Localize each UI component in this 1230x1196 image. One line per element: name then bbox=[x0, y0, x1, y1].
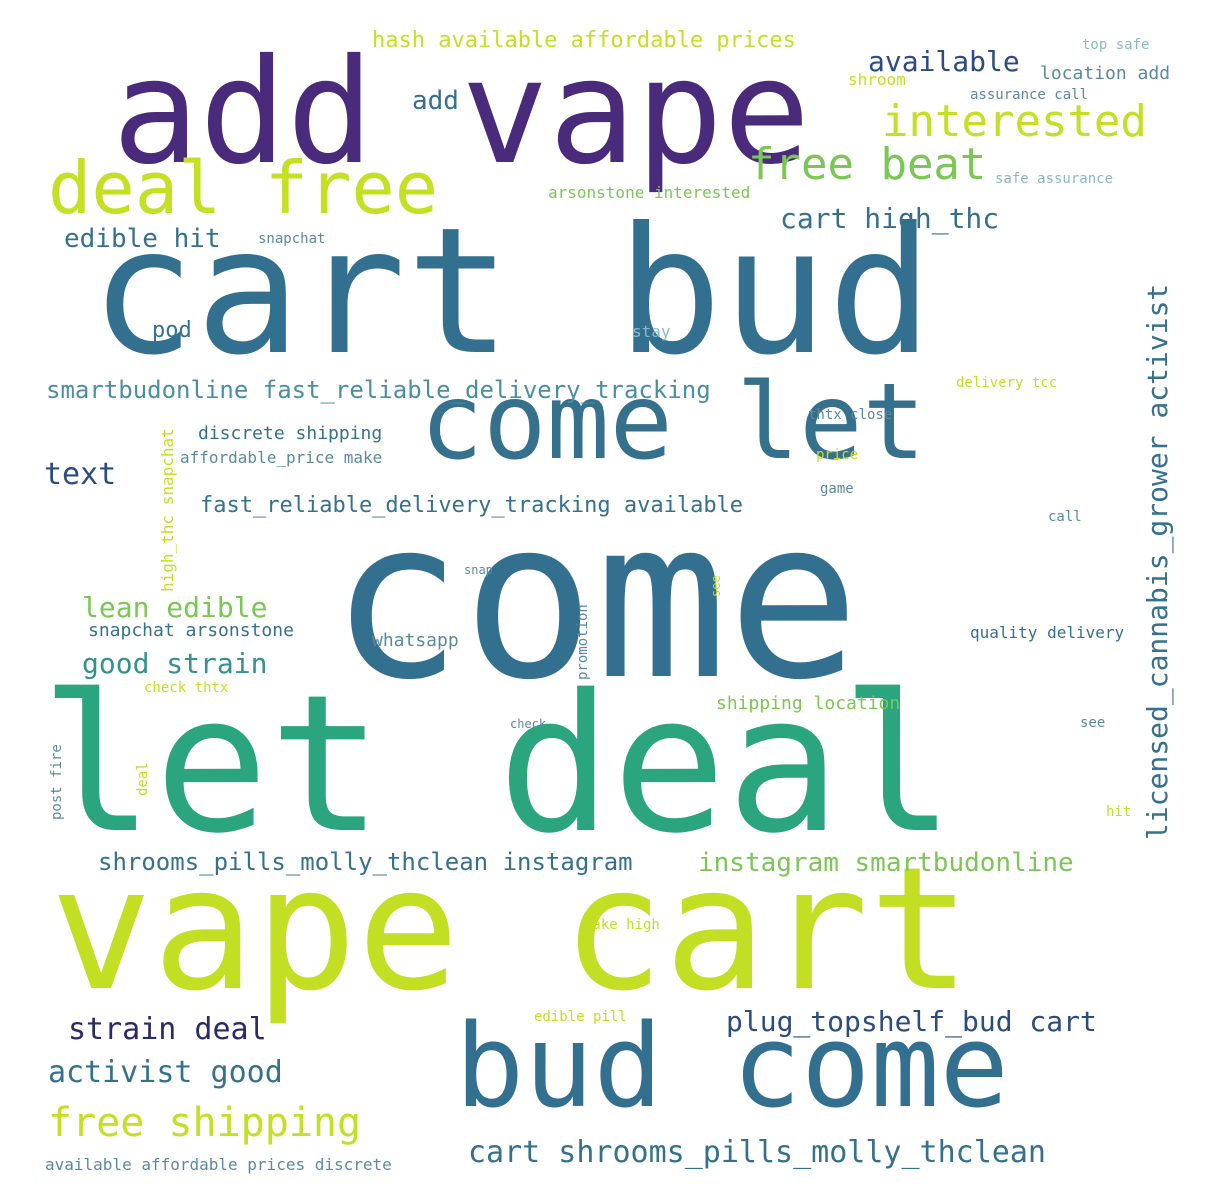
cloud-word: shrooms_pills_molly_thclean instagram bbox=[98, 848, 633, 876]
cloud-word: licensed_cannabis_grower activist bbox=[1141, 283, 1174, 840]
cloud-word: text bbox=[44, 457, 117, 492]
cloud-word: add bbox=[412, 86, 459, 116]
cloud-word: make high bbox=[584, 917, 660, 933]
cloud-word: affordable_price make bbox=[180, 448, 383, 467]
cloud-word: come bbox=[330, 472, 860, 728]
cloud-word: whatsapp bbox=[372, 630, 459, 651]
cloud-word: arsonstone interested bbox=[548, 183, 751, 202]
cloud-word: safe assurance bbox=[995, 171, 1114, 187]
cloud-word: hash available affordable prices bbox=[372, 28, 796, 53]
cloud-word: stay bbox=[632, 322, 671, 341]
cloud-word: vape cart bbox=[50, 831, 972, 1029]
cloud-word: hit bbox=[1106, 804, 1132, 820]
cloud-word: location add bbox=[1040, 63, 1171, 84]
cloud-word: check thtx bbox=[144, 680, 229, 696]
cloud-word: add vape bbox=[112, 28, 811, 197]
cloud-word: post fire bbox=[49, 744, 65, 820]
cloud-word: promotion bbox=[575, 604, 591, 680]
cloud-word: fast_reliable_delivery_tracking availabl… bbox=[200, 493, 744, 518]
cloud-word: snap bbox=[464, 563, 493, 577]
cloud-word: instagram smartbudonline bbox=[698, 848, 1074, 878]
cloud-word: thtx close bbox=[808, 407, 893, 423]
cloud-word: deal free bbox=[48, 146, 439, 230]
cloud-word: high_thc snapchat bbox=[158, 428, 177, 592]
cloud-word: snapchat bbox=[258, 231, 326, 247]
cloud-word: plug_topshelf_bud cart bbox=[726, 1005, 1097, 1038]
cloud-word: assurance call bbox=[970, 87, 1089, 103]
cloud-word: cart bud bbox=[90, 191, 933, 394]
cloud-word: available affordable prices discrete bbox=[45, 1155, 392, 1174]
cloud-word: edible pill bbox=[534, 1009, 627, 1025]
cloud-word: interested bbox=[882, 96, 1147, 147]
cloud-word: come let bbox=[420, 361, 926, 483]
cloud-word: free beat bbox=[748, 139, 987, 190]
cloud-word: quality delivery bbox=[970, 623, 1125, 642]
cloud-word: deal bbox=[135, 762, 151, 796]
cloud-word: delivery tcc bbox=[956, 375, 1058, 391]
cloud-word: smartbudonline fast_reliable_delivery_tr… bbox=[46, 376, 711, 404]
cloud-word: game bbox=[820, 481, 854, 497]
cloud-word: top safe bbox=[1082, 37, 1150, 53]
cloud-word: let deal bbox=[40, 654, 956, 875]
cloud-word: snapchat arsonstone bbox=[88, 620, 294, 641]
cloud-word: check bbox=[510, 717, 547, 731]
cloud-word: available bbox=[868, 45, 1020, 78]
cloud-word: activist good bbox=[48, 1055, 283, 1090]
cloud-word: bud come bbox=[455, 1000, 1009, 1134]
cloud-word: cart shrooms_pills_molly_thclean bbox=[468, 1135, 1046, 1170]
cloud-word: discrete shipping bbox=[198, 423, 383, 444]
cloud-word: free shipping bbox=[48, 1100, 362, 1146]
cloud-word: call bbox=[1048, 509, 1082, 525]
cloud-word: see bbox=[709, 575, 723, 597]
cloud-word: pod bbox=[152, 318, 192, 343]
cloud-word: shipping location bbox=[716, 693, 901, 714]
cloud-word: see bbox=[1080, 715, 1106, 731]
cloud-word: edible hit bbox=[64, 224, 221, 254]
cloud-word: good strain bbox=[82, 647, 268, 680]
cloud-word: price bbox=[816, 447, 859, 463]
cloud-word: cart high_thc bbox=[780, 202, 1000, 235]
cloud-word: strain deal bbox=[68, 1012, 267, 1047]
cloud-word: lean edible bbox=[82, 591, 268, 624]
cloud-word: shroom bbox=[848, 70, 906, 89]
